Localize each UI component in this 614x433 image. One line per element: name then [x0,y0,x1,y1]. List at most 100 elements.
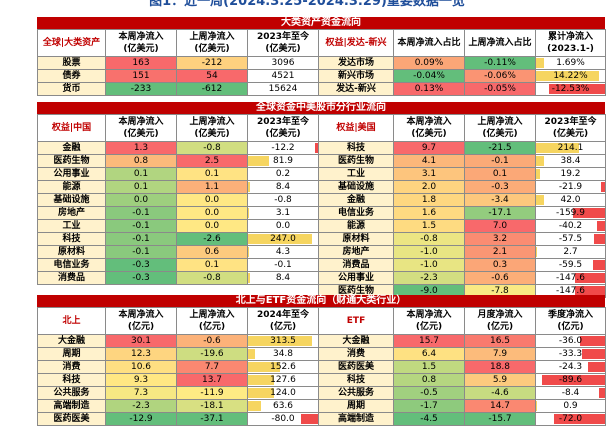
row-label: 工业 [37,219,106,233]
bar-value-text: 1.69% [556,57,585,68]
cell-bar-value: 4.3 [247,245,319,259]
data-bar [248,234,313,244]
row-label: 公用事业 [318,271,394,285]
row-label: 货币 [37,82,106,96]
table-row: 公用事业 -2.3 -0.6 -147.6 [318,271,606,285]
cell-value: -2.3 [393,271,465,285]
row-label: 周期 [318,399,394,413]
bar-value-text: -12.53% [551,83,590,94]
cell-value: 0.0 [176,193,248,207]
cell-bar-value: 0.0 [247,219,319,233]
table-row: 医药生物 0.8 2.5 81.9 [37,154,319,168]
section-header-sector-flows: 全球资金中美股市分行业流向 [37,102,605,114]
data-bar [248,388,274,398]
cell-value: -2.3 [105,399,177,413]
bar-value-text: -12.2 [271,142,295,153]
column-header: 2023年至今 (亿美元) [535,114,606,142]
cell-bar-value: -12.2 [247,141,319,155]
cell-value: -1.0 [393,258,465,272]
data-bar [536,195,545,205]
bar-value-text: -89.6 [558,374,583,385]
cell-bar-value: -0.1 [247,258,319,272]
cell-value: 13.7 [176,373,248,387]
cell-value: 1.3 [105,141,177,155]
table-row: 工业 3.1 0.1 19.2 [318,167,606,181]
row-label: 电信业务 [37,258,106,272]
row-label: 消费 [318,347,394,361]
row-label: 大金融 [318,334,394,348]
bar-value-text: -40.2 [558,220,583,231]
table-row: 能源 0.1 1.1 8.4 [37,180,319,194]
row-label: 工业 [318,167,394,181]
row-label: 公共服务 [318,386,394,400]
cell-bar-value: 8.4 [247,180,319,194]
bar-value-text: -0.1 [274,259,292,270]
bar-value-text: -72.0 [558,413,583,424]
table-row: 科技 9.3 13.7 127.6 [37,373,319,387]
cell-bar-value: 14.22% [535,69,606,83]
cell-value: 30.1 [105,334,177,348]
cell-value: 1.1 [176,180,248,194]
cell-value: -0.1 [105,219,177,233]
table-etf: ETF 本周净流入 (亿元) 月度净流入 (亿元) 季度净流入 (亿元) 大金融 15.7… [318,307,606,426]
cell-value: 0.1 [464,167,536,181]
cell-value: 0.09% [393,56,465,70]
table-row: 原材料 -0.1 0.6 4.3 [37,245,319,259]
bar-value-text: 2.7 [563,246,578,257]
data-bar [600,182,605,192]
row-label: 消费品 [37,271,106,285]
table-row: 高端制造 -2.3 -18.1 63.6 [37,399,319,413]
cell-value: 7.0 [464,219,536,233]
cell-value: -612 [176,82,248,96]
row-label: 基础设施 [37,193,106,207]
cell-bar-value: 34.8 [247,347,319,361]
cell-value: 0.0 [176,219,248,233]
table-corner-label: 权益|美国 [318,114,394,142]
row-label: 债券 [37,69,106,83]
cell-value: 5.9 [464,373,536,387]
bar-value-text: 3.1 [275,207,291,218]
bar-value-text: -57.5 [558,233,583,244]
cell-value: -21.5 [464,141,536,155]
bar-value-text: 247.0 [270,233,296,244]
cell-value: -2.6 [176,232,248,246]
cell-value: 12.3 [105,347,177,361]
bar-value-text: 15624 [268,83,298,94]
cell-bar-value: -57.5 [535,232,606,246]
cell-value: 16.5 [464,334,536,348]
table-row: 公共服务 -0.5 -4.6 -8.4 [318,386,606,400]
row-label: 房地产 [37,206,106,220]
cell-value: 0.1 [105,167,177,181]
column-header: 上周净流入 (亿美元) [176,114,248,142]
table-row: 工业 -0.1 0.0 0.0 [37,219,319,233]
data-bar [587,362,605,372]
data-bar [248,401,261,411]
table-row: 电信业务 1.6 -17.1 -159.9 [318,206,606,220]
bar-value-text: 124.0 [270,387,296,398]
bar-value-text: 0.0 [275,220,291,231]
bar-value-text: 81.9 [272,155,294,166]
cell-bar-value: 2.7 [535,245,606,259]
cell-value: 3.1 [393,167,465,181]
cell-value: -0.06% [464,69,536,83]
data-bar [248,156,270,166]
row-label: 金融 [318,193,394,207]
cell-value: 0.6 [176,245,248,259]
table-global-asset-classes: 全球|大类资产 本周净流入 (亿美元) 上周净流入 (亿美元) 2023年至今 (亿美… [37,29,319,96]
bar-value-text: 4.3 [275,246,291,257]
bar-value-text: 0.2 [275,168,291,179]
row-label: 大金融 [37,334,106,348]
cell-bar-value: 1.69% [535,56,606,70]
bar-value-text: 152.6 [270,361,296,372]
table-row: 股票 163 -212 3096 [37,56,319,70]
cell-value: 0.0 [176,206,248,220]
cell-bar-value: 42.0 [535,193,606,207]
table-row: 消费品 -1.0 0.3 -59.5 [318,258,606,272]
table-row: 基础设施 2.0 -0.3 -21.9 [318,180,606,194]
cell-bar-value: -59.5 [535,258,606,272]
row-label: 新兴市场 [318,69,394,83]
cell-bar-value: -80.0 [247,412,319,426]
table-corner-label: 全球|大类资产 [37,29,106,57]
cell-value: 1.5 [393,219,465,233]
data-bar [536,58,544,68]
